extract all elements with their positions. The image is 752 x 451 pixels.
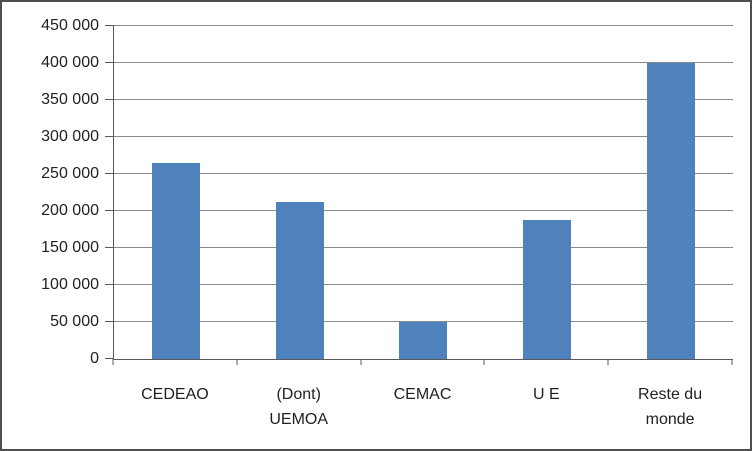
y-axis-tick-label: 250 000 bbox=[41, 165, 99, 182]
gridline bbox=[114, 25, 733, 26]
gridline bbox=[114, 321, 733, 323]
bar-cedeao bbox=[151, 162, 200, 359]
y-axis-tick-label: 0 bbox=[90, 350, 99, 367]
y-axis-tick-label: 400 000 bbox=[41, 54, 99, 72]
bar-reste-du-monde bbox=[647, 63, 696, 359]
x-axis-labels: CEDEAO (Dont) UEMOA CEMAC U E Reste du monde bbox=[113, 382, 732, 432]
x-axis-category-label: CEMAC bbox=[361, 382, 485, 432]
y-axis-tick bbox=[105, 25, 114, 26]
gridline bbox=[114, 62, 733, 64]
y-axis-tick bbox=[105, 210, 114, 212]
x-axis-ticks bbox=[112, 359, 733, 365]
y-axis-tick-label: 50 000 bbox=[50, 313, 99, 331]
x-axis-tick bbox=[607, 359, 609, 365]
bars-layer bbox=[114, 26, 733, 359]
x-axis-category-label-text: CEDEAO bbox=[141, 386, 209, 403]
x-axis-tick bbox=[483, 359, 485, 365]
y-axis-tick-label: 200 000 bbox=[41, 202, 99, 220]
bar-slot bbox=[609, 26, 733, 359]
x-axis-tick bbox=[112, 359, 114, 365]
bar-slot bbox=[238, 26, 362, 359]
y-axis-tick bbox=[105, 136, 114, 137]
gridline bbox=[114, 173, 733, 174]
y-axis-tick bbox=[105, 358, 114, 359]
y-axis-tick bbox=[105, 173, 114, 174]
x-axis-category-label: (Dont) UEMOA bbox=[237, 382, 361, 432]
x-axis-category-label: Reste du monde bbox=[608, 382, 732, 432]
gridline bbox=[114, 99, 733, 100]
gridline bbox=[114, 210, 733, 212]
y-axis-tick bbox=[105, 99, 114, 100]
bar-cemac bbox=[399, 322, 448, 359]
y-axis-tick-label: 300 000 bbox=[41, 128, 99, 145]
y-axis-labels: 0 50 000 100 000 150 000 200 000 250 000 300 0… bbox=[2, 18, 99, 367]
gridlines-layer bbox=[114, 25, 733, 359]
x-axis-category-label: U E bbox=[484, 382, 608, 432]
bar-u-e bbox=[523, 219, 572, 359]
x-axis-category-label-text: U E bbox=[532, 386, 560, 403]
x-axis-tick bbox=[731, 359, 733, 365]
gridline bbox=[114, 136, 733, 137]
y-axis-tick bbox=[105, 62, 114, 64]
y-axis-tick bbox=[105, 284, 114, 286]
x-axis-category-label-text: CEMAC bbox=[393, 386, 452, 403]
x-axis-tick bbox=[236, 359, 238, 365]
bar-slot bbox=[114, 26, 238, 359]
gridline bbox=[114, 247, 733, 248]
y-axis-tick bbox=[105, 321, 114, 323]
x-axis-tick bbox=[360, 359, 362, 365]
y-axis-tick-label: 450 000 bbox=[41, 17, 99, 34]
x-axis-category-label-text: Reste du monde bbox=[638, 386, 703, 428]
bar--dont-uemoa bbox=[275, 202, 324, 359]
x-axis-category-label: CEDEAO bbox=[113, 382, 237, 432]
bar-slot bbox=[362, 26, 486, 359]
x-axis-category-label-text: (Dont) UEMOA bbox=[269, 386, 329, 428]
y-axis-tick-label: 350 000 bbox=[41, 91, 99, 108]
y-axis-ticks bbox=[105, 25, 114, 359]
y-axis-tick-label: 150 000 bbox=[41, 239, 99, 256]
y-axis-tick bbox=[105, 247, 114, 248]
y-axis-tick-label: 100 000 bbox=[41, 276, 99, 294]
plot-area bbox=[113, 25, 733, 360]
gridline bbox=[114, 284, 733, 286]
bar-slot bbox=[485, 26, 609, 359]
